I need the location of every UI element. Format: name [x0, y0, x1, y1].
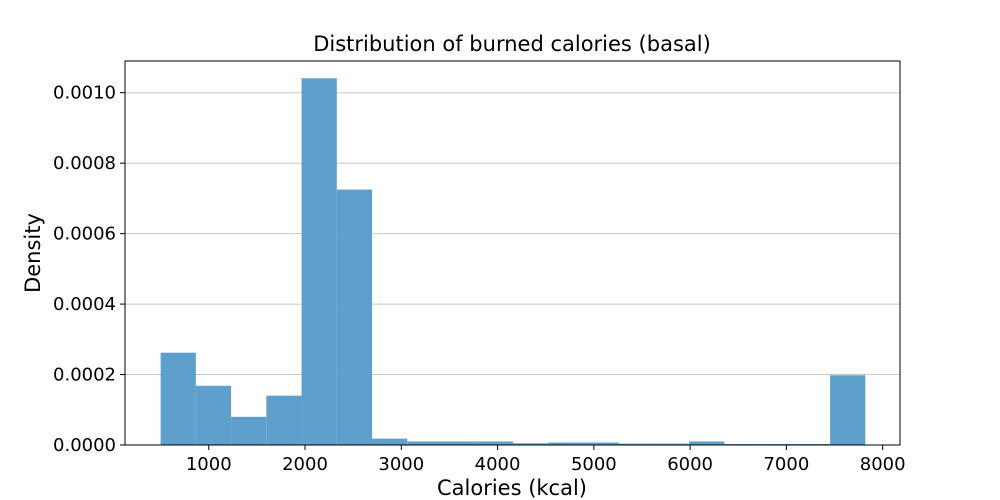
- y-tick-label: 0.0002: [53, 365, 116, 386]
- histogram-bar: [548, 442, 584, 445]
- histogram-bar: [231, 416, 267, 445]
- x-tick-label: 2000: [282, 454, 328, 475]
- histogram-bar: [301, 78, 337, 445]
- histogram-bar: [266, 395, 302, 445]
- histogram-bar: [512, 443, 549, 445]
- histogram-bar: [195, 385, 232, 445]
- histogram-bar: [653, 443, 690, 445]
- histogram-bar: [407, 441, 443, 445]
- histogram-bar: [724, 443, 760, 445]
- x-axis-label: Calories (kcal): [437, 476, 587, 500]
- grid-lines: [125, 92, 900, 376]
- x-tick-label: 7000: [763, 454, 809, 475]
- histogram-bar: [689, 441, 725, 445]
- histogram-bar: [477, 441, 513, 445]
- y-axis-ticks: 0.0000 0.0002 0.0004 0.0006 0.0008 0.0010: [53, 83, 125, 456]
- histogram-bar: [618, 443, 654, 445]
- x-tick-label: 8000: [860, 454, 906, 475]
- y-tick-label: 0.0004: [53, 294, 116, 315]
- y-tick-label: 0.0008: [53, 153, 116, 174]
- x-tick-label: 4000: [475, 454, 521, 475]
- y-tick-label: 0.0006: [53, 224, 116, 245]
- x-tick-label: 5000: [571, 454, 617, 475]
- histogram-bar: [372, 438, 408, 445]
- x-tick-label: 6000: [667, 454, 713, 475]
- histogram-bar: [442, 441, 478, 445]
- histogram-bar: [794, 443, 831, 445]
- x-tick-label: 3000: [378, 454, 424, 475]
- chart-title: Distribution of burned calories (basal): [313, 32, 711, 56]
- y-tick-label: 0.0000: [53, 435, 116, 456]
- histogram-bar: [160, 352, 196, 445]
- y-axis-label: Density: [21, 213, 45, 293]
- histogram-bar: [830, 375, 866, 445]
- histogram-bar: [759, 443, 795, 445]
- plot-frame: [124, 60, 901, 446]
- histogram-bar: [583, 442, 619, 445]
- x-axis-ticks: 1000 2000 3000 4000 5000 6000 7000 8000: [186, 445, 906, 475]
- y-tick-label: 0.0010: [53, 83, 116, 104]
- x-tick-label: 1000: [186, 454, 232, 475]
- histogram-bars: [160, 78, 866, 445]
- histogram-bar: [336, 189, 373, 445]
